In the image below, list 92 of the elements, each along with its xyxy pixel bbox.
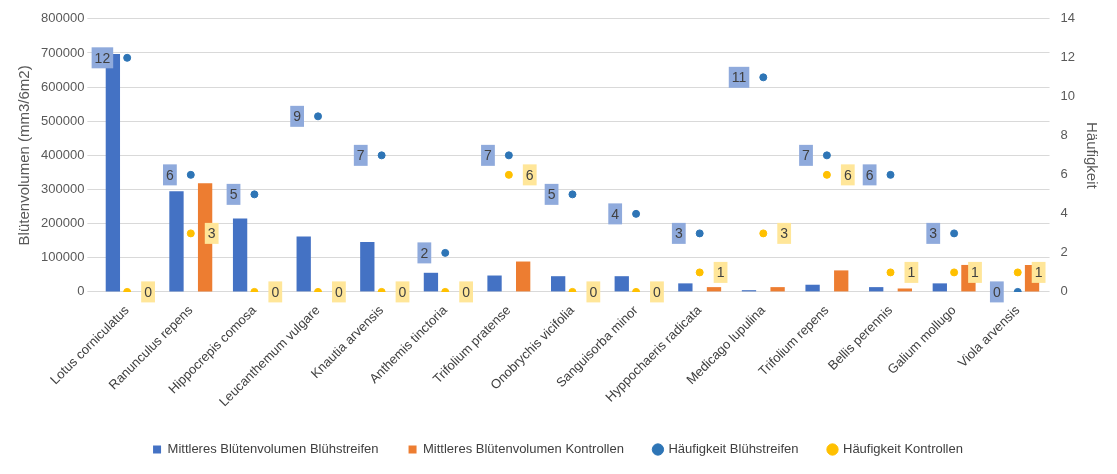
point	[441, 248, 450, 257]
data-label: 3	[674, 225, 683, 242]
data-label: 0	[992, 283, 1001, 300]
bar	[423, 272, 439, 292]
point	[695, 229, 704, 238]
y2-tick-label: 2	[1060, 244, 1068, 260]
point	[822, 151, 831, 160]
bar	[932, 283, 947, 292]
point	[504, 151, 513, 160]
data-label: 12	[94, 49, 111, 66]
y2-tick-label: 4	[1060, 205, 1068, 221]
point	[950, 229, 959, 238]
point	[759, 229, 768, 238]
data-label: 5	[547, 186, 556, 203]
data-label: 2	[420, 244, 429, 261]
data-label: 5	[229, 186, 238, 203]
point	[1013, 268, 1022, 277]
bar	[805, 284, 820, 292]
y-tick-label: 200000	[40, 215, 85, 231]
bar	[232, 218, 248, 292]
data-label: 0	[653, 283, 662, 300]
data-label: 0	[271, 283, 280, 300]
legend-label: Mittleres Blütenvolumen Kontrollen	[423, 441, 624, 457]
point	[504, 170, 513, 179]
y-tick-label: 700000	[40, 44, 85, 60]
data-label: 0	[589, 283, 598, 300]
bar	[487, 275, 502, 292]
point	[568, 190, 577, 199]
point	[186, 229, 195, 238]
y-tick-label: 100000	[40, 249, 85, 265]
data-label: 1	[1034, 264, 1043, 281]
y-tick-label: 400000	[40, 146, 85, 162]
legend-label: Mittleres Blütenvolumen Blühstreifen	[167, 441, 379, 457]
y2-axis-title: Häufigkeit	[1083, 122, 1101, 190]
bar	[770, 287, 785, 292]
bar	[706, 287, 722, 292]
data-label: 6	[843, 166, 852, 183]
data-label: 3	[929, 225, 938, 242]
bar	[516, 261, 531, 292]
y2-tick-label: 10	[1060, 88, 1076, 104]
y-tick-label: 300000	[40, 181, 85, 197]
point	[314, 112, 323, 121]
data-label: 6	[525, 166, 534, 183]
data-label: 0	[335, 283, 344, 300]
data-label: 1	[971, 264, 980, 281]
data-label: 0	[398, 283, 407, 300]
point	[632, 209, 641, 218]
y2-tick-label: 8	[1060, 127, 1068, 143]
bar	[550, 276, 566, 292]
data-label: 0	[144, 283, 153, 300]
data-label: 9	[293, 108, 302, 125]
bar	[296, 236, 311, 292]
point	[886, 170, 895, 179]
data-label: 11	[731, 69, 747, 86]
y2-tick-label: 14	[1060, 10, 1076, 26]
legend-label: Häufigkeit Blühstreifen	[668, 441, 799, 457]
bar	[169, 191, 184, 292]
data-label: 6	[865, 166, 874, 183]
point	[822, 170, 831, 179]
y-tick-label: 800000	[40, 10, 85, 26]
point	[759, 73, 768, 82]
point	[695, 268, 704, 277]
y2-tick-label: 6	[1060, 166, 1068, 182]
bar	[360, 242, 375, 292]
bar	[614, 276, 629, 292]
point	[250, 190, 259, 199]
y-tick-label: 500000	[40, 112, 85, 128]
bar	[897, 288, 912, 292]
point	[123, 53, 132, 62]
y2-tick-label: 12	[1060, 49, 1076, 65]
data-label: 1	[907, 264, 916, 281]
legend-label: Häufigkeit Kontrollen	[842, 441, 963, 457]
point	[377, 151, 386, 160]
data-label: 7	[802, 147, 811, 164]
y-axis-title: Blütenvolumen (mm3/6m2)	[15, 65, 33, 246]
data-label: 7	[484, 147, 493, 164]
point	[186, 170, 195, 179]
data-label: 6	[166, 166, 175, 183]
data-label: 0	[462, 283, 471, 300]
y-tick-label: 0	[77, 283, 85, 299]
bar	[678, 283, 693, 292]
point	[950, 268, 959, 277]
data-label: 7	[356, 147, 365, 164]
data-label: 4	[611, 205, 620, 222]
y-tick-label: 600000	[40, 78, 85, 94]
data-label: 3	[780, 225, 789, 242]
data-label: 1	[716, 264, 725, 281]
y2-tick-label: 0	[1060, 283, 1068, 299]
bar	[834, 270, 849, 292]
bar	[869, 287, 884, 292]
data-label: 3	[207, 225, 216, 242]
point	[886, 268, 895, 277]
